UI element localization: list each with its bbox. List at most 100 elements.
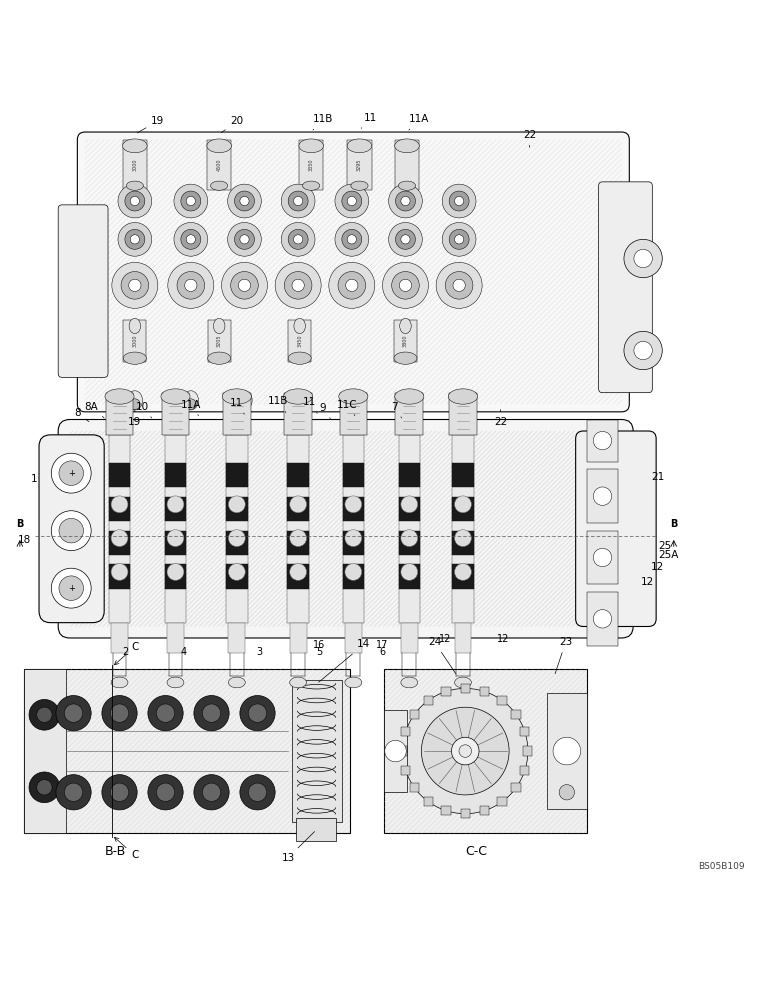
Text: 14: 14 <box>319 639 370 682</box>
Text: 11: 11 <box>230 398 244 414</box>
Text: 2: 2 <box>122 647 128 657</box>
Text: 21: 21 <box>650 472 664 482</box>
Bar <box>287 497 309 521</box>
Bar <box>452 564 474 589</box>
Ellipse shape <box>294 318 306 334</box>
Circle shape <box>290 496 306 513</box>
Ellipse shape <box>347 139 372 153</box>
Circle shape <box>240 196 249 206</box>
Circle shape <box>293 399 303 410</box>
Circle shape <box>239 399 250 410</box>
Bar <box>228 623 245 653</box>
Circle shape <box>131 196 140 206</box>
Circle shape <box>453 279 465 291</box>
Circle shape <box>174 222 207 256</box>
Circle shape <box>37 707 52 722</box>
Bar <box>511 710 521 719</box>
Circle shape <box>402 688 528 814</box>
Bar <box>452 435 474 623</box>
Text: 6: 6 <box>379 647 386 657</box>
Circle shape <box>329 262 375 308</box>
Ellipse shape <box>395 389 424 404</box>
Circle shape <box>111 530 128 547</box>
Text: 5: 5 <box>316 647 322 657</box>
Bar <box>290 623 306 653</box>
Ellipse shape <box>124 352 147 364</box>
Circle shape <box>288 191 308 211</box>
Circle shape <box>234 191 254 211</box>
Ellipse shape <box>129 318 141 334</box>
Bar <box>395 140 419 190</box>
Circle shape <box>102 775 137 810</box>
Circle shape <box>400 399 411 410</box>
Ellipse shape <box>183 391 198 410</box>
Bar <box>452 497 474 521</box>
Circle shape <box>459 745 472 757</box>
Text: 11B: 11B <box>268 396 289 413</box>
Bar <box>449 393 477 435</box>
Circle shape <box>455 235 464 244</box>
Bar <box>109 564 131 589</box>
Bar <box>455 623 472 653</box>
Bar <box>399 435 420 623</box>
Circle shape <box>401 496 418 513</box>
Ellipse shape <box>228 677 245 688</box>
Circle shape <box>180 229 200 249</box>
Circle shape <box>293 235 303 244</box>
Circle shape <box>202 783 220 801</box>
Circle shape <box>148 696 183 731</box>
Circle shape <box>59 576 84 600</box>
FancyBboxPatch shape <box>39 435 104 623</box>
Bar <box>226 463 247 487</box>
Circle shape <box>401 564 418 580</box>
Bar <box>498 797 507 806</box>
Bar <box>287 531 309 555</box>
Bar <box>384 669 588 833</box>
Text: 1: 1 <box>31 474 38 484</box>
Text: BS05B109: BS05B109 <box>698 862 745 871</box>
Circle shape <box>422 707 509 795</box>
Bar <box>165 531 186 555</box>
Bar <box>226 564 247 589</box>
Circle shape <box>346 279 358 291</box>
Text: 8A: 8A <box>84 402 104 418</box>
Circle shape <box>401 235 410 244</box>
Circle shape <box>129 279 141 291</box>
Bar <box>461 684 470 693</box>
Circle shape <box>56 775 91 810</box>
Circle shape <box>396 229 415 249</box>
Text: B-B: B-B <box>105 845 126 858</box>
Circle shape <box>102 696 137 731</box>
Bar <box>401 623 418 653</box>
Bar <box>399 564 420 589</box>
Circle shape <box>293 196 303 206</box>
Bar <box>480 806 489 815</box>
Circle shape <box>442 184 476 218</box>
Bar <box>384 710 407 792</box>
Text: +: + <box>68 469 74 478</box>
Circle shape <box>167 530 184 547</box>
Circle shape <box>553 737 581 765</box>
Ellipse shape <box>111 677 128 688</box>
FancyBboxPatch shape <box>78 132 629 412</box>
Circle shape <box>634 341 652 360</box>
Bar <box>399 531 420 555</box>
Bar <box>399 463 420 487</box>
Text: 3800: 3800 <box>403 335 408 347</box>
Circle shape <box>559 785 574 800</box>
Bar <box>24 669 66 833</box>
Circle shape <box>125 229 145 249</box>
Bar <box>162 393 189 435</box>
Bar <box>401 727 410 736</box>
Circle shape <box>238 279 250 291</box>
Circle shape <box>184 279 197 291</box>
Circle shape <box>111 564 128 580</box>
Circle shape <box>118 184 152 218</box>
Text: 4500: 4500 <box>217 158 222 171</box>
Circle shape <box>396 191 415 211</box>
Circle shape <box>455 496 472 513</box>
Circle shape <box>449 229 469 249</box>
Circle shape <box>345 564 362 580</box>
Bar <box>442 687 451 696</box>
Text: 12: 12 <box>439 634 452 644</box>
